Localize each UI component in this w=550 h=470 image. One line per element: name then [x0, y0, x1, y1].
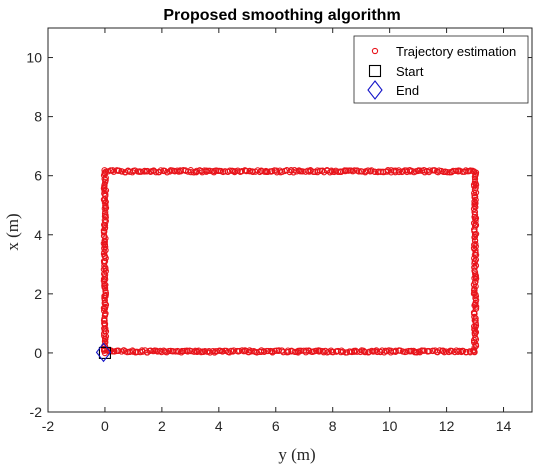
trajectory-point	[448, 168, 456, 175]
x-tick-label: 10	[382, 418, 398, 434]
y-tick-label: 6	[34, 168, 42, 184]
trajectory-point	[471, 245, 478, 253]
legend-box	[353, 35, 529, 104]
trajectory-point	[126, 348, 133, 355]
trajectory-point	[470, 205, 478, 213]
trajectory-point	[447, 347, 454, 354]
trajectory-point	[230, 167, 237, 175]
trajectory-point	[392, 167, 399, 174]
trajectory-point	[101, 241, 109, 248]
trajectory-point	[132, 349, 139, 356]
y-tick-label: -2	[30, 404, 43, 420]
trajectory-point	[471, 313, 478, 321]
trajectory-point	[275, 347, 283, 354]
trajectory-point	[472, 303, 480, 310]
x-tick-label: 12	[439, 418, 455, 434]
trajectory-point	[102, 191, 109, 198]
x-tick-label: -2	[42, 418, 55, 434]
trajectory-point	[291, 348, 299, 356]
y-axis: -2 0 2 4 6 8 10	[26, 50, 532, 420]
trajectory-point	[101, 299, 108, 306]
legend: Trajectory estimation Start End	[353, 35, 529, 104]
legend-label-start: Start	[396, 64, 424, 79]
trajectory-point	[137, 348, 144, 356]
trajectory-point	[157, 167, 165, 174]
trajectory-point	[101, 169, 108, 177]
trajectory-point	[355, 168, 362, 175]
trajectory-point	[193, 167, 200, 174]
trajectory-point	[209, 347, 217, 355]
y-tick-label: 2	[34, 286, 42, 302]
trajectory-point	[101, 274, 108, 281]
legend-label-trajectory: Trajectory estimation	[396, 44, 516, 59]
trajectory-point	[150, 347, 157, 355]
trajectory-point	[433, 348, 440, 356]
trajectory-point	[384, 168, 391, 175]
x-tick-label: 8	[329, 418, 337, 434]
trajectory-point	[243, 167, 250, 175]
trajectory-point	[115, 167, 123, 174]
trajectory-point	[238, 168, 246, 175]
trajectory-point	[395, 347, 403, 354]
chart-title: Proposed smoothing algorithm	[163, 7, 400, 24]
trajectory-point	[257, 348, 265, 356]
trajectory-point	[467, 167, 474, 174]
trajectory-point	[444, 169, 451, 176]
trajectory-point	[319, 348, 326, 355]
trajectory-point	[368, 167, 375, 174]
trajectory-point	[308, 348, 316, 355]
trajectory-point	[471, 182, 478, 190]
trajectory-point	[471, 302, 478, 309]
x-tick-label: 6	[272, 418, 280, 434]
trajectory-point	[118, 168, 126, 175]
trajectory-point	[471, 175, 479, 183]
trajectory-point	[337, 348, 345, 356]
x-axis: -2 0 2 4 6 8 10 12 14	[42, 28, 512, 434]
x-tick-label: 4	[215, 418, 223, 434]
end-marker	[95, 342, 112, 363]
y-tick-label: 4	[34, 227, 42, 243]
trajectory-point	[267, 347, 274, 355]
trajectory-point	[358, 168, 366, 175]
legend-marker-start	[368, 64, 382, 78]
trajectory-point	[432, 347, 439, 354]
legend-marker-trajectory	[371, 47, 379, 55]
legend-label-end: End	[396, 83, 419, 98]
trajectory-point	[472, 200, 479, 207]
y-tick-label: 10	[26, 50, 42, 66]
trajectory-point	[227, 347, 235, 355]
y-axis-label: x (m)	[3, 213, 22, 250]
trajectory-point	[234, 347, 241, 355]
trajectory-point	[144, 167, 151, 175]
trajectory-point	[459, 347, 466, 355]
axes-box	[47, 27, 533, 413]
trajectory-point	[101, 199, 109, 207]
trajectory-point	[466, 348, 473, 355]
trajectory-point	[472, 275, 480, 282]
trajectory-point	[337, 168, 345, 176]
trajectory-point	[351, 167, 358, 174]
legend-marker-end	[367, 80, 383, 100]
trajectory-point	[445, 348, 452, 356]
y-tick-label: 8	[34, 109, 42, 125]
plot-area	[95, 167, 480, 363]
x-tick-label: 0	[101, 418, 109, 434]
x-tick-label: 2	[158, 418, 166, 434]
trajectory-point	[178, 349, 185, 356]
trajectory-point	[137, 168, 145, 175]
x-axis-label: y (m)	[278, 445, 315, 464]
trajectory-point	[470, 348, 478, 355]
trajectory-point	[471, 237, 479, 244]
y-tick-label: 0	[34, 345, 42, 361]
trajectory-point	[411, 349, 418, 356]
x-tick-label: 14	[496, 418, 512, 434]
trajectory-point	[395, 168, 403, 176]
trajectory-point	[471, 234, 478, 241]
trajectory-point	[101, 320, 108, 327]
